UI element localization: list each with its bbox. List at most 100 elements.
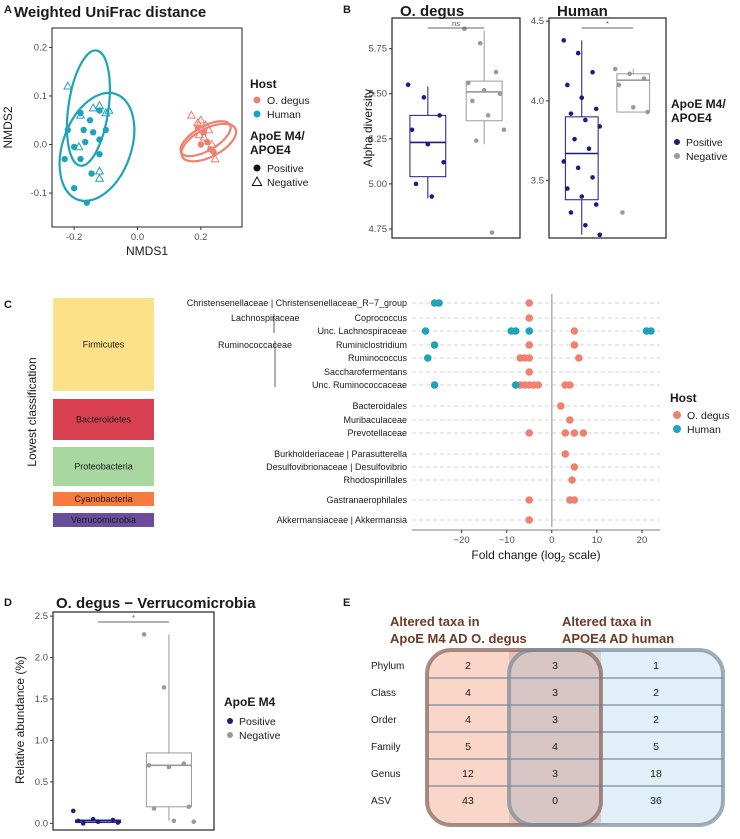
left-count: 4 xyxy=(465,714,471,726)
y-axis-label: NMDS2 xyxy=(1,106,15,148)
x-axis-label-tail: scale) xyxy=(565,548,600,562)
data-point-positive xyxy=(583,222,588,228)
y-tick-label: 0.2 xyxy=(34,42,47,53)
ellipse-human xyxy=(65,49,111,167)
data-point-negative xyxy=(146,763,152,768)
data-point-negative xyxy=(466,80,471,86)
row-label: Genus xyxy=(371,769,400,780)
point-degus-negative xyxy=(196,115,206,124)
point-human-positive xyxy=(80,126,87,134)
data-point-positive xyxy=(425,141,431,147)
panel-e-venn-table: Altered taxa in ApoE M4 AD O. degus Altere… xyxy=(371,614,725,827)
panel-a-frame xyxy=(51,27,243,228)
phylum-bar-verrucomicrobia xyxy=(53,513,154,527)
data-point-positive xyxy=(597,124,603,129)
point-human-positive xyxy=(83,199,91,206)
x-tick-label: 10 xyxy=(592,535,603,546)
x-axis-label: Fold change (log2 scale) xyxy=(471,548,600,564)
data-point-positive xyxy=(80,821,86,826)
point-human-positive xyxy=(88,170,95,177)
point-degus-negative xyxy=(207,139,217,148)
ellipse-human xyxy=(58,91,136,203)
panel-a-nmds: Weighted UniFrac distance -0.2 0.0 0.2 -0.1 0… xyxy=(1,4,310,258)
data-point-positive xyxy=(413,181,419,187)
data-point-negative xyxy=(485,113,491,118)
venn-overlap-shape xyxy=(509,650,601,825)
data-point-positive xyxy=(561,38,567,43)
x-tick-label: 20 xyxy=(637,535,648,546)
legend-negative-label: Negative xyxy=(267,177,309,189)
legend-positive-swatch xyxy=(674,139,680,145)
point-degus xyxy=(575,354,583,362)
y-tick-label: 4.5 xyxy=(531,16,544,27)
panel-b-degus-alpha: O. degus 4.75 5.00 5.25 5.50 5.75 ns Alpha dive… xyxy=(361,3,521,239)
taxon-label: Muribaculaceae xyxy=(343,415,407,425)
plot-frame xyxy=(391,17,521,239)
data-point-negative xyxy=(151,806,157,811)
taxon-label: Unc. Lachnospiraceae xyxy=(317,326,407,336)
point-human-negative xyxy=(94,166,105,175)
legend-human-swatch xyxy=(673,425,681,433)
point-human xyxy=(511,327,520,335)
point-human-positive xyxy=(64,126,72,134)
data-point-positive xyxy=(421,95,427,100)
legend-human-label: Human xyxy=(267,109,301,121)
data-point-negative xyxy=(477,40,483,46)
row-label: Class xyxy=(371,688,396,699)
point-degus xyxy=(570,341,579,349)
data-point-positive xyxy=(593,106,599,112)
data-point-positive xyxy=(565,186,570,191)
legend-positive-swatch xyxy=(253,164,261,172)
point-human-negative xyxy=(63,81,73,90)
data-point-negative xyxy=(186,804,192,810)
significance-label: * xyxy=(132,613,135,622)
y-tick-label: 0.5 xyxy=(35,777,48,788)
y-tick-label: 5.50 xyxy=(369,89,388,100)
point-human-positive xyxy=(61,155,68,163)
venn-right-outline xyxy=(507,648,725,827)
left-count: 43 xyxy=(462,795,474,807)
y-axis-label: Relative abundance (%) xyxy=(13,656,27,784)
point-degus xyxy=(561,450,570,458)
right-count: 18 xyxy=(650,768,662,780)
point-degus xyxy=(557,402,565,410)
data-point-negative xyxy=(630,104,636,110)
point-degus-negative xyxy=(204,124,214,134)
point-degus-negative xyxy=(186,110,196,119)
data-point-negative xyxy=(161,685,167,690)
x-tick-label: -0.2 xyxy=(66,232,82,243)
y-tick-label: 2.0 xyxy=(35,653,48,664)
point-degus xyxy=(566,416,574,424)
x-tick-label: −10 xyxy=(499,535,515,546)
shared-count: 3 xyxy=(552,768,558,780)
panel-b-human-alpha: Human 3.5 4.0 4.5 * ApoE M4/APOE4 Positive Nega… xyxy=(531,3,728,239)
point-human xyxy=(430,341,439,349)
right-count: 36 xyxy=(650,795,662,807)
data-point-positive xyxy=(70,808,76,814)
data-point-positive xyxy=(437,113,442,118)
point-degus xyxy=(570,496,579,504)
point-degus xyxy=(566,381,574,389)
point-degus xyxy=(525,429,534,437)
legend-degus-label: O. degus xyxy=(687,410,730,422)
point-human-negative xyxy=(104,105,114,114)
legend-apoe-title-2: APOE4 xyxy=(250,143,291,157)
point-human-positive xyxy=(82,138,89,146)
phylum-label: Firmicutes xyxy=(83,340,125,350)
data-point-positive xyxy=(565,82,570,88)
phylum-label: Cyanobacteria xyxy=(74,494,132,504)
point-human-positive xyxy=(86,117,94,124)
legend-apoe-title-2: APOE4 xyxy=(671,111,712,125)
plot-frame xyxy=(52,611,215,831)
data-point-positive xyxy=(590,69,595,75)
data-point-positive xyxy=(110,817,116,823)
phylum-label: Bacteroidetes xyxy=(76,415,132,425)
data-point-positive xyxy=(441,159,446,165)
point-human-positive xyxy=(96,136,103,143)
data-point-positive xyxy=(568,210,574,215)
taxon-label: Burkholderiaceae | Parasutterella xyxy=(274,449,407,459)
point-human-negative xyxy=(74,141,84,151)
right-title-line1: Altered taxa in xyxy=(562,614,652,629)
data-point-positive xyxy=(586,146,592,152)
taxon-label: Ruminococcus xyxy=(348,353,408,363)
